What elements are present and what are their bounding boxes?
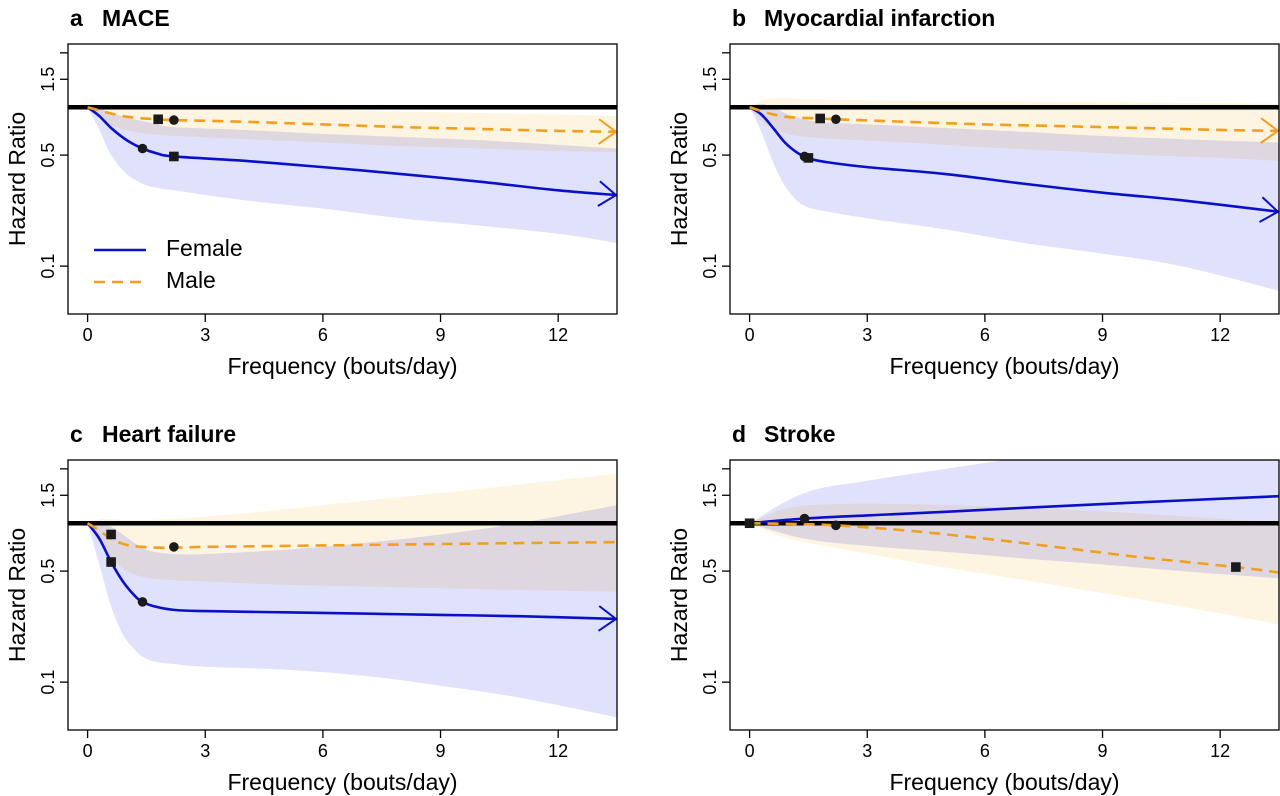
x-tick-label: 3: [200, 325, 210, 345]
x-tick-label: 0: [83, 741, 93, 761]
female-line: [749, 494, 1279, 525]
x-axis-label: Frequency (bouts/day): [889, 769, 1119, 795]
panel-letter: c: [70, 421, 83, 447]
female-line: [748, 106, 1279, 214]
legend: Female Male: [94, 235, 243, 293]
x-tick-label: 12: [1210, 325, 1230, 345]
x-tick-label: 6: [318, 741, 328, 761]
female-arrow: [597, 605, 618, 632]
y-tick-label: 1.5: [38, 67, 58, 92]
y-axis-label: Hazard Ratio: [666, 112, 692, 246]
x-tick-label: 0: [83, 325, 93, 345]
panel-title: Myocardial infarction: [764, 5, 995, 31]
x-tick-label: 3: [200, 741, 210, 761]
legend-label-male: Male: [166, 267, 216, 293]
plot-frame: [729, 459, 1280, 731]
panel-b: b Myocardial infarction 0 3 6 9 12 0.1 0.5 1.5 Fre…: [666, 5, 1280, 379]
male-square-marker: [1231, 562, 1241, 572]
x-tick-label: 0: [745, 325, 755, 345]
x-axis-label: Frequency (bouts/day): [227, 353, 457, 379]
panel-letter: a: [70, 5, 83, 31]
male-line: [749, 106, 1279, 133]
y-tick-label: 0.1: [700, 254, 720, 279]
x-tick-label: 9: [1098, 741, 1108, 761]
x-axis-label: Frequency (bouts/day): [227, 769, 457, 795]
x-tick-label: 6: [318, 325, 328, 345]
female-circle-marker: [137, 597, 148, 607]
y-tick-label: 0.5: [700, 559, 720, 584]
panel-a: a MACE 0 3 6 9 12 0.1 0.5 1.5 Frequency (bouts/day…: [4, 5, 618, 379]
female-square-marker: [803, 153, 814, 163]
x-tick-label: 12: [1210, 741, 1230, 761]
male-confidence-band: [87, 105, 617, 153]
male-confidence-band: [749, 503, 1279, 625]
y-axis-label: Hazard Ratio: [666, 528, 692, 662]
y-tick-label: 0.5: [700, 143, 720, 168]
male-confidence-band: [87, 473, 617, 592]
male-square-marker: [153, 114, 163, 125]
male-square-marker: [106, 529, 116, 540]
x-tick-label: 3: [862, 741, 872, 761]
male-line: [87, 105, 617, 134]
plot-area: [730, 460, 1279, 625]
female-arrow: [1259, 196, 1280, 223]
female-square-marker: [169, 151, 179, 162]
plot-area: [68, 104, 617, 243]
female-line: [86, 106, 617, 197]
panel-letter: b: [732, 5, 746, 31]
x-tick-label: 9: [436, 325, 446, 345]
y-tick-label: 1.5: [700, 67, 720, 92]
plot-frame: [67, 43, 618, 315]
plot-frame: [729, 43, 1280, 315]
legend-label-female: Female: [166, 235, 243, 261]
y-axis-label: Hazard Ratio: [4, 528, 30, 662]
male-arrow: [1260, 117, 1280, 144]
plot-frame: [67, 459, 618, 731]
male-circle-marker: [831, 114, 841, 125]
female-circle-marker: [137, 143, 148, 154]
male-arrow: [598, 118, 618, 145]
panel-c: c Heart failure 0 3 6 9 12 0.1 0.5 1.5 Frequency (…: [4, 421, 618, 795]
y-tick-label: 0.1: [38, 254, 58, 279]
male-square-marker: [744, 518, 755, 529]
y-tick-label: 1.5: [700, 483, 720, 508]
x-tick-label: 6: [980, 741, 990, 761]
male-circle-marker: [169, 115, 179, 125]
plot-area: [68, 473, 617, 718]
male-square-marker: [815, 113, 825, 124]
y-tick-label: 0.1: [38, 670, 58, 695]
female-arrow: [597, 180, 618, 207]
y-tick-label: 1.5: [38, 483, 58, 508]
x-tick-label: 9: [1098, 325, 1108, 345]
x-tick-label: 3: [862, 325, 872, 345]
male-circle-marker: [169, 542, 179, 552]
panel-title: MACE: [102, 5, 170, 31]
x-tick-label: 9: [436, 741, 446, 761]
x-axis-label: Frequency (bouts/day): [889, 353, 1119, 379]
male-confidence-band: [749, 98, 1279, 161]
y-tick-label: 0.5: [38, 143, 58, 168]
x-tick-label: 0: [745, 741, 755, 761]
male-line: [749, 521, 1279, 574]
x-tick-label: 12: [548, 741, 568, 761]
y-tick-label: 0.5: [38, 559, 58, 584]
female-square-marker: [106, 557, 116, 567]
panel-title: Heart failure: [102, 421, 236, 447]
plot-area: [730, 98, 1279, 291]
male-circle-marker: [831, 520, 841, 531]
panel-d: d Stroke 0 3 6 9 12 0.1 0.5 1.5 Frequency (bouts/d…: [666, 421, 1280, 795]
x-tick-label: 6: [980, 325, 990, 345]
panel-letter: d: [732, 421, 746, 447]
female-circle-marker: [799, 513, 810, 524]
x-tick-label: 12: [548, 325, 568, 345]
panel-title: Stroke: [764, 421, 836, 447]
y-tick-label: 0.1: [700, 670, 720, 695]
y-axis-label: Hazard Ratio: [4, 112, 30, 246]
